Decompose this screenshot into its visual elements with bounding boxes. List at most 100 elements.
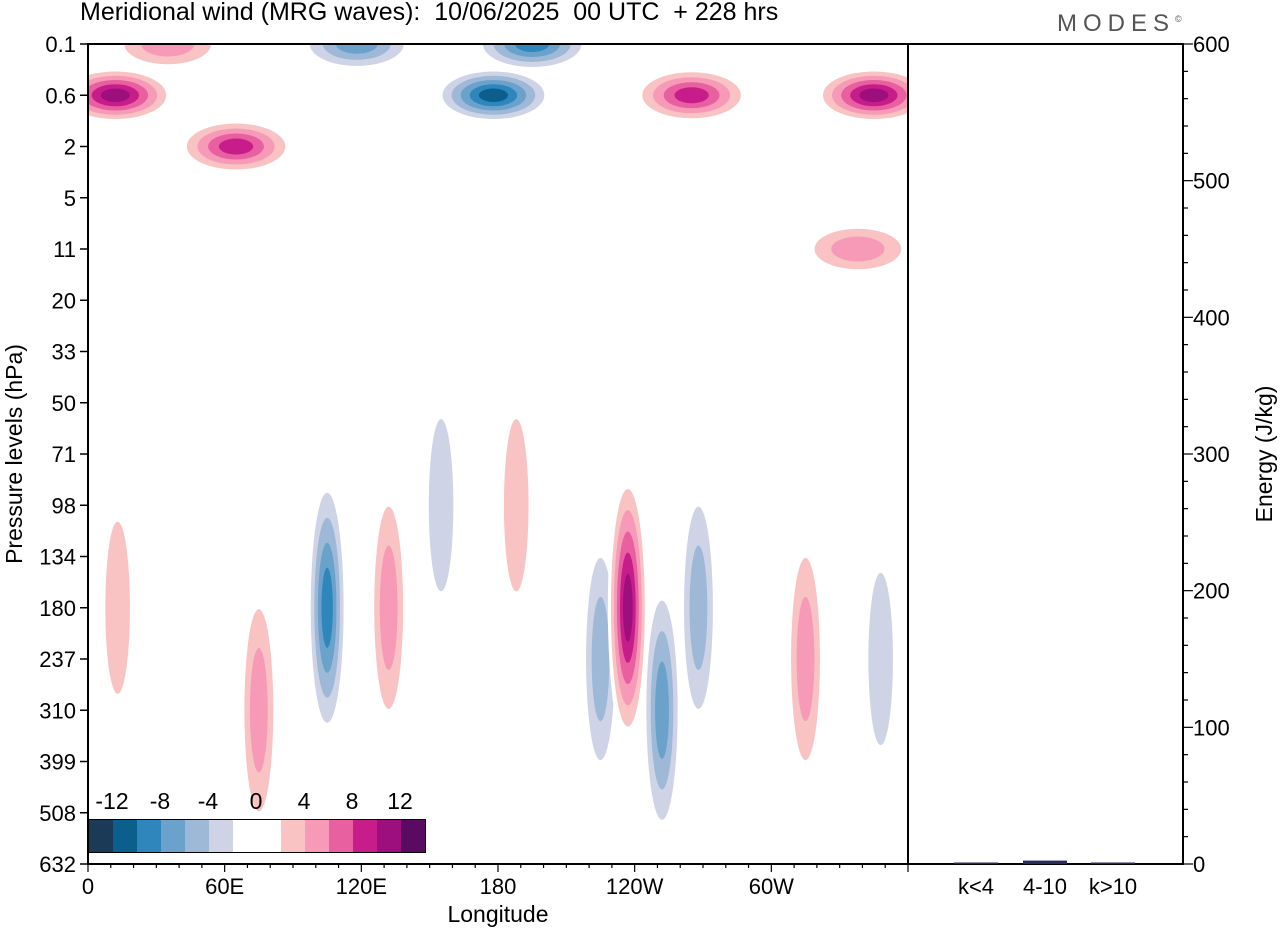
colorbar-swatch (185, 820, 209, 852)
wind-feature-14 (607, 467, 648, 748)
wind-feature-16 (678, 467, 719, 748)
contour-level (868, 572, 893, 746)
energy-axis: 0 100 200 300 400 500 600 (1183, 32, 1230, 877)
colorbar-label: 12 (387, 788, 413, 814)
colorbar-swatch (113, 820, 137, 852)
logo-text: MODES (1057, 10, 1176, 37)
contour-level (105, 521, 130, 694)
wavenumber-tick-label: k>10 (1089, 874, 1137, 899)
contour-level (591, 596, 610, 722)
wind-feature-20 (238, 570, 279, 851)
colorbar-swatch (401, 820, 425, 852)
pressure-tick-label: 98 (52, 493, 76, 518)
pressure-tick-label: 71 (52, 442, 76, 467)
pressure-tick-label: 0.1 (45, 32, 76, 57)
colorbar-swatch (209, 820, 233, 852)
colorbar-swatch (329, 820, 353, 852)
y-axis-label: Pressure levels (hPa) (1, 344, 27, 564)
longitude-tick-label: 60W (749, 874, 794, 899)
pressure-tick-label: 310 (39, 698, 76, 723)
wavenumber-axis: k<4 4-10 k>10 (958, 874, 1137, 899)
wind-feature-17 (785, 519, 826, 799)
energy-tick-label: 100 (1193, 715, 1230, 740)
longitude-tick-label: 120E (336, 874, 387, 899)
contour-level (321, 567, 333, 648)
energy-bars (954, 860, 1135, 864)
contour-level (859, 88, 889, 103)
wind-feature-15 (642, 570, 682, 851)
pressure-tick-label: 180 (39, 596, 76, 621)
contour-level (335, 44, 378, 54)
pressure-tick-label: 399 (39, 750, 76, 775)
energy-tick-label: 500 (1193, 169, 1230, 194)
wind-feature-18 (860, 519, 901, 799)
colorbar-swatch (377, 820, 401, 852)
contour-level (428, 419, 454, 592)
contour-level (796, 596, 815, 722)
x-axis-label: Longitude (447, 901, 548, 927)
colorbar-swatch (137, 820, 161, 852)
contour-level (655, 661, 669, 759)
colorbar-label: 8 (345, 788, 359, 814)
contour-level (689, 545, 708, 670)
wind-feature-6 (631, 67, 752, 124)
contour-level (141, 44, 195, 57)
pressure-tick-label: 33 (52, 340, 76, 365)
wind-feature-19 (97, 467, 138, 748)
colorbar-label: 4 (297, 788, 311, 814)
pressure-tick-label: 0.6 (45, 83, 76, 108)
contour-level (478, 88, 508, 103)
contour-level (622, 573, 633, 642)
colorbar-label: -8 (149, 788, 171, 814)
pressure-tick-label: 237 (39, 647, 76, 672)
colorbar-swatch (233, 820, 257, 852)
colorbar-swatch (353, 820, 377, 852)
contour-level (674, 87, 709, 104)
pressure-tick-label: 632 (39, 852, 76, 877)
colorbar (88, 819, 426, 853)
pressure-tick-label: 5 (64, 186, 76, 211)
contour-level (503, 419, 529, 592)
contour-level (218, 138, 254, 155)
longitude-tick-label: 120W (606, 874, 664, 899)
energy-bar (1023, 860, 1067, 864)
colorbar-label: -12 (95, 788, 129, 814)
energy-bar (1091, 862, 1135, 864)
wind-feature-7 (813, 67, 908, 124)
energy-frame (907, 43, 1184, 865)
longitude-tick-label: 0 (82, 874, 94, 899)
colorbar-swatch (89, 820, 113, 852)
longitude-tick-label: 60E (205, 874, 244, 899)
contour-level (515, 44, 550, 52)
energy-bar (954, 862, 998, 864)
colorbar-swatch (305, 820, 329, 852)
wavenumber-tick-label: 4-10 (1023, 874, 1067, 899)
wind-feature-9 (307, 467, 348, 748)
colorbar-label: -4 (197, 788, 219, 814)
wind-contour-field (88, 44, 908, 851)
wind-feature-12 (496, 365, 537, 646)
pressure-tick-label: 2 (64, 135, 76, 160)
contour-level (100, 88, 130, 103)
wind-feature-11 (421, 365, 462, 646)
contour-level (831, 236, 885, 262)
longitude-tick-label: 180 (480, 874, 517, 899)
wind-feature-0 (88, 67, 176, 124)
contour-level (379, 545, 398, 670)
colorbar-swatch (281, 820, 305, 852)
contour-level (249, 648, 268, 773)
wind-feature-5 (472, 44, 593, 72)
energy-tick-label: 300 (1193, 442, 1230, 467)
energy-tick-label: 0 (1193, 852, 1205, 877)
pressure-tick-label: 50 (52, 391, 76, 416)
wind-feature-1 (176, 118, 297, 175)
pressure-tick-label: 11 (53, 237, 76, 262)
wind-feature-2 (107, 44, 228, 72)
colorbar-label: 0 (249, 788, 263, 814)
pressure-tick-label: 134 (39, 545, 76, 570)
wind-feature-4 (433, 67, 554, 124)
wind-feature-10 (368, 467, 409, 748)
pressure-tick-label: 508 (39, 801, 76, 826)
